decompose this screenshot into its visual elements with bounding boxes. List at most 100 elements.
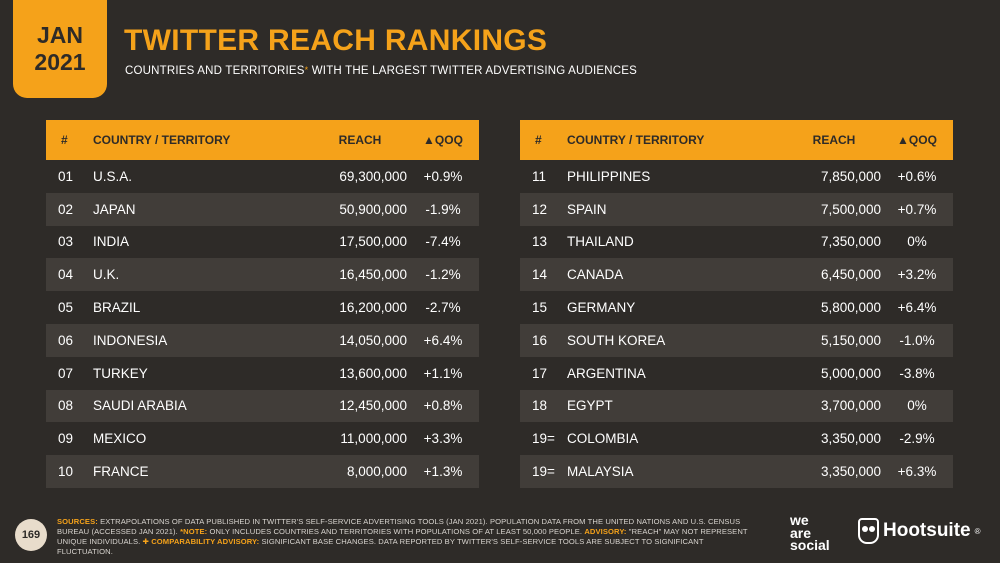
table-row: 13 THAILAND 7,350,000 0% [520, 225, 953, 259]
reach-cell: 3,350,000 [820, 464, 881, 480]
reach-cell: 5,000,000 [820, 365, 881, 381]
country-cell: SPAIN [567, 201, 607, 217]
qoq-cell: 0% [907, 398, 927, 414]
table-row: 06 INDONESIA 14,050,000 +6.4% [46, 323, 479, 357]
footer-notes: SOURCES: EXTRAPOLATIONS OF DATA PUBLISHE… [57, 517, 757, 557]
qoq-cell: +0.8% [423, 398, 463, 414]
date-month: JAN [36, 22, 83, 48]
ranking-table-right: # COUNTRY / TERRITORY REACH ▲QOQ 11 PHILI… [520, 120, 953, 488]
country-cell: BRAZIL [93, 300, 141, 316]
sources-label: SOURCES: [57, 517, 98, 526]
table-row: 11 PHILIPPINES 7,850,000 +0.6% [520, 160, 953, 193]
note-text: ONLY INCLUDES COUNTRIES AND TERRITORIES … [207, 527, 585, 536]
header-country: COUNTRY / TERRITORY [567, 133, 705, 147]
rank-cell: 13 [532, 234, 548, 250]
qoq-cell: -3.8% [899, 365, 935, 381]
page-number: 169 [15, 519, 47, 551]
table-row: 01 U.S.A. 69,300,000 +0.9% [46, 160, 479, 193]
rank-cell: 15 [532, 300, 548, 316]
date-tab: JAN 2021 [13, 0, 107, 98]
reach-cell: 3,700,000 [820, 398, 881, 414]
subtitle-text-after: WITH THE LARGEST TWITTER ADVERTISING AUD… [308, 65, 638, 77]
qoq-cell: -2.7% [425, 300, 461, 316]
table-row: 10 FRANCE 8,000,000 +1.3% [46, 455, 479, 488]
reach-cell: 14,050,000 [339, 332, 407, 348]
reach-cell: 5,150,000 [820, 332, 881, 348]
table-header: # COUNTRY / TERRITORY REACH ▲QOQ [46, 120, 479, 160]
ranking-table-left: # COUNTRY / TERRITORY REACH ▲QOQ 01 U.S.A… [46, 120, 479, 488]
reach-cell: 11,000,000 [340, 431, 407, 447]
hootsuite-wordmark: Hootsuite [883, 520, 971, 541]
table-row: 19= MALAYSIA 3,350,000 +6.3% [520, 455, 953, 488]
reach-cell: 3,350,000 [820, 431, 881, 447]
reach-cell: 7,500,000 [820, 201, 881, 217]
rank-cell: 11 [532, 168, 547, 184]
table-row: 19= COLOMBIA 3,350,000 -2.9% [520, 422, 953, 456]
rank-cell: 09 [58, 431, 74, 447]
reach-cell: 16,200,000 [339, 300, 407, 316]
table-row: 05 BRAZIL 16,200,000 -2.7% [46, 291, 479, 324]
country-cell: MALAYSIA [567, 464, 634, 480]
header-num: # [61, 133, 68, 147]
rank-cell: 05 [58, 300, 74, 316]
reach-cell: 17,500,000 [339, 234, 407, 250]
header-reach: REACH [338, 133, 382, 147]
header-qoq: ▲QOQ [897, 133, 937, 147]
qoq-cell: -1.2% [425, 267, 461, 283]
rank-cell: 18 [532, 398, 548, 414]
table-body: 11 PHILIPPINES 7,850,000 +0.6% 12 SPAIN 7,500,… [520, 160, 953, 488]
hootsuite-logo: Hootsuite ® [858, 518, 981, 544]
rank-cell: 19= [532, 431, 555, 447]
qoq-cell: +1.1% [423, 365, 463, 381]
logo-word: social [790, 537, 830, 553]
qoq-cell: +6.3% [897, 464, 937, 480]
advisory-label: ADVISORY: [584, 527, 627, 536]
qoq-cell: -2.9% [899, 431, 935, 447]
reach-cell: 6,450,000 [820, 267, 881, 283]
country-cell: U.S.A. [93, 168, 133, 184]
reach-cell: 13,600,000 [339, 365, 407, 381]
country-cell: SOUTH KOREA [567, 332, 666, 348]
note-label: *NOTE: [180, 527, 208, 536]
rank-cell: 14 [532, 267, 548, 283]
comparability-label: ✚ COMPARABILITY ADVISORY: [142, 537, 260, 546]
qoq-cell: -1.0% [899, 332, 935, 348]
table-row: 07 TURKEY 13,600,000 +1.1% [46, 356, 479, 390]
subtitle-text: COUNTRIES AND TERRITORIES [125, 65, 305, 77]
country-cell: FRANCE [93, 464, 149, 480]
country-cell: COLOMBIA [567, 431, 639, 447]
we-are-social-logo: we are social [790, 513, 830, 553]
qoq-cell: +6.4% [423, 332, 463, 348]
country-cell: INDIA [93, 234, 130, 250]
table-row: 04 U.K. 16,450,000 -1.2% [46, 258, 479, 292]
qoq-cell: +1.3% [423, 464, 463, 480]
qoq-cell: -7.4% [425, 234, 461, 250]
rank-cell: 07 [58, 365, 74, 381]
country-cell: EGYPT [567, 398, 613, 414]
rank-cell: 17 [532, 365, 548, 381]
date-year: 2021 [34, 49, 86, 75]
subtitle-asterisk: * [304, 65, 309, 75]
owl-icon [858, 518, 879, 544]
rank-cell: 03 [58, 234, 74, 250]
rank-cell: 10 [58, 464, 74, 480]
country-cell: PHILIPPINES [567, 168, 651, 184]
table-row: 18 EGYPT 3,700,000 0% [520, 389, 953, 423]
rank-cell: 08 [58, 398, 74, 414]
advisory-text: "REACH" MAY NOT REPRESENT UNIQUE INDIVID… [57, 527, 748, 546]
table-row: 12 SPAIN 7,500,000 +0.7% [520, 192, 953, 226]
table-row: 02 JAPAN 50,900,000 -1.9% [46, 192, 479, 226]
reach-cell: 16,450,000 [339, 267, 407, 283]
reach-cell: 12,450,000 [339, 398, 407, 414]
rank-cell: 01 [58, 168, 74, 184]
qoq-cell: +3.2% [897, 267, 937, 283]
rank-cell: 12 [532, 201, 548, 217]
country-cell: TURKEY [93, 365, 148, 381]
country-cell: JAPAN [93, 201, 136, 217]
qoq-cell: +0.7% [897, 201, 937, 217]
qoq-cell: +0.6% [897, 168, 937, 184]
rank-cell: 19= [532, 464, 555, 480]
rank-cell: 06 [58, 332, 74, 348]
country-cell: MEXICO [93, 431, 147, 447]
reach-cell: 69,300,000 [339, 168, 407, 184]
